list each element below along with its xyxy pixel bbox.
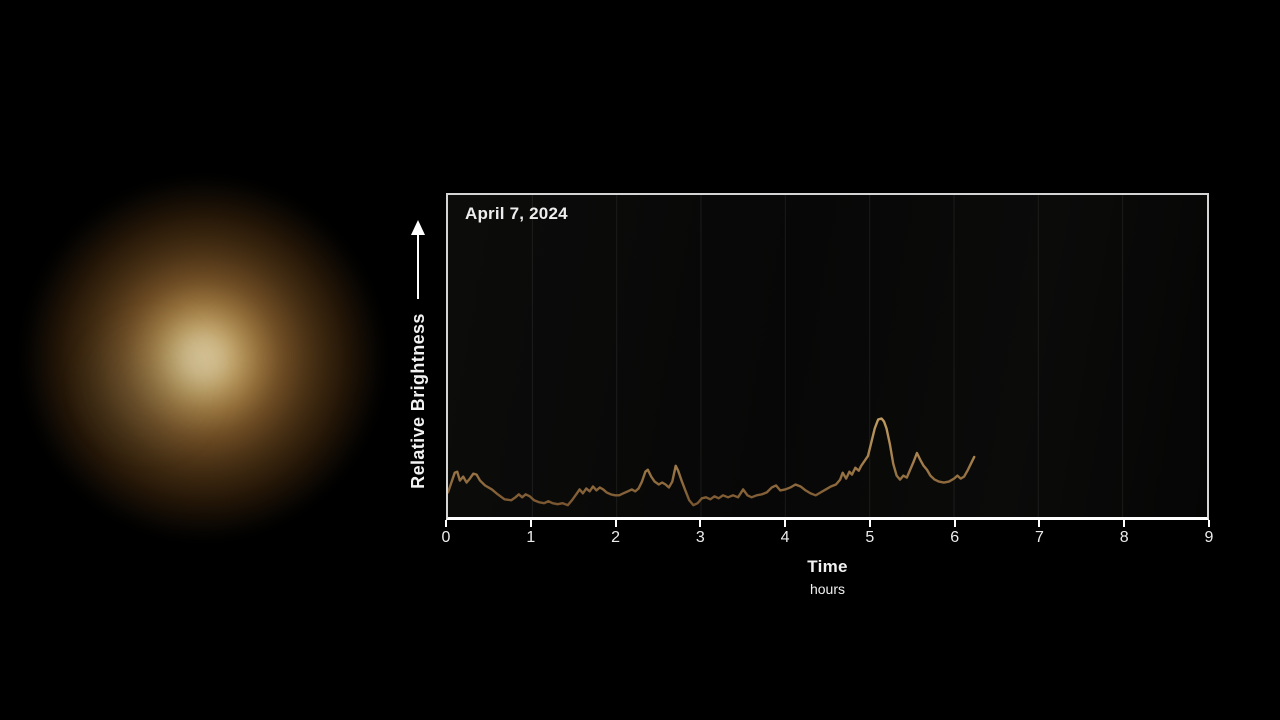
star-image xyxy=(23,178,383,538)
x-tick-mark xyxy=(784,520,787,527)
brightness-curve xyxy=(448,417,976,507)
x-tick-mark xyxy=(445,520,447,527)
x-tick-label: 7 xyxy=(1034,529,1044,546)
x-tick-mark xyxy=(868,520,871,527)
x-tick-mark xyxy=(699,520,702,527)
x-tick-mark xyxy=(953,520,956,527)
date-annotation: April 7, 2024 xyxy=(465,204,568,223)
x-tick-label: 0 xyxy=(441,529,451,546)
x-axis-label: Time xyxy=(807,557,848,576)
y-axis-label: Relative Brightness xyxy=(408,313,428,489)
x-axis-ticks: 0 1 2 3 4 5 6 7 8 9 xyxy=(442,520,1213,552)
x-tick-mark xyxy=(614,520,617,527)
x-tick-mark xyxy=(529,520,532,527)
x-tick-label: 9 xyxy=(1204,529,1214,546)
x-axis-unit: hours xyxy=(809,581,846,597)
x-axis-title-block: Time hours xyxy=(446,557,1209,597)
x-tick-mark xyxy=(1123,520,1126,527)
plot-area xyxy=(448,195,1207,517)
x-tick-label: 2 xyxy=(611,529,620,546)
x-tick-mark xyxy=(1038,520,1041,527)
y-axis-arrow-icon xyxy=(411,220,425,299)
x-tick-label: 3 xyxy=(695,529,705,546)
x-tick-label: 6 xyxy=(950,529,960,546)
x-tick-label: 8 xyxy=(1119,529,1129,546)
x-tick-label: 4 xyxy=(780,529,790,546)
light-curve-chart: April 7, 2024 xyxy=(446,193,1209,520)
star-blue-tint xyxy=(58,296,238,476)
x-tick-mark xyxy=(1208,520,1210,527)
x-tick-label: 1 xyxy=(526,529,536,546)
x-tick-label: 5 xyxy=(865,529,875,546)
